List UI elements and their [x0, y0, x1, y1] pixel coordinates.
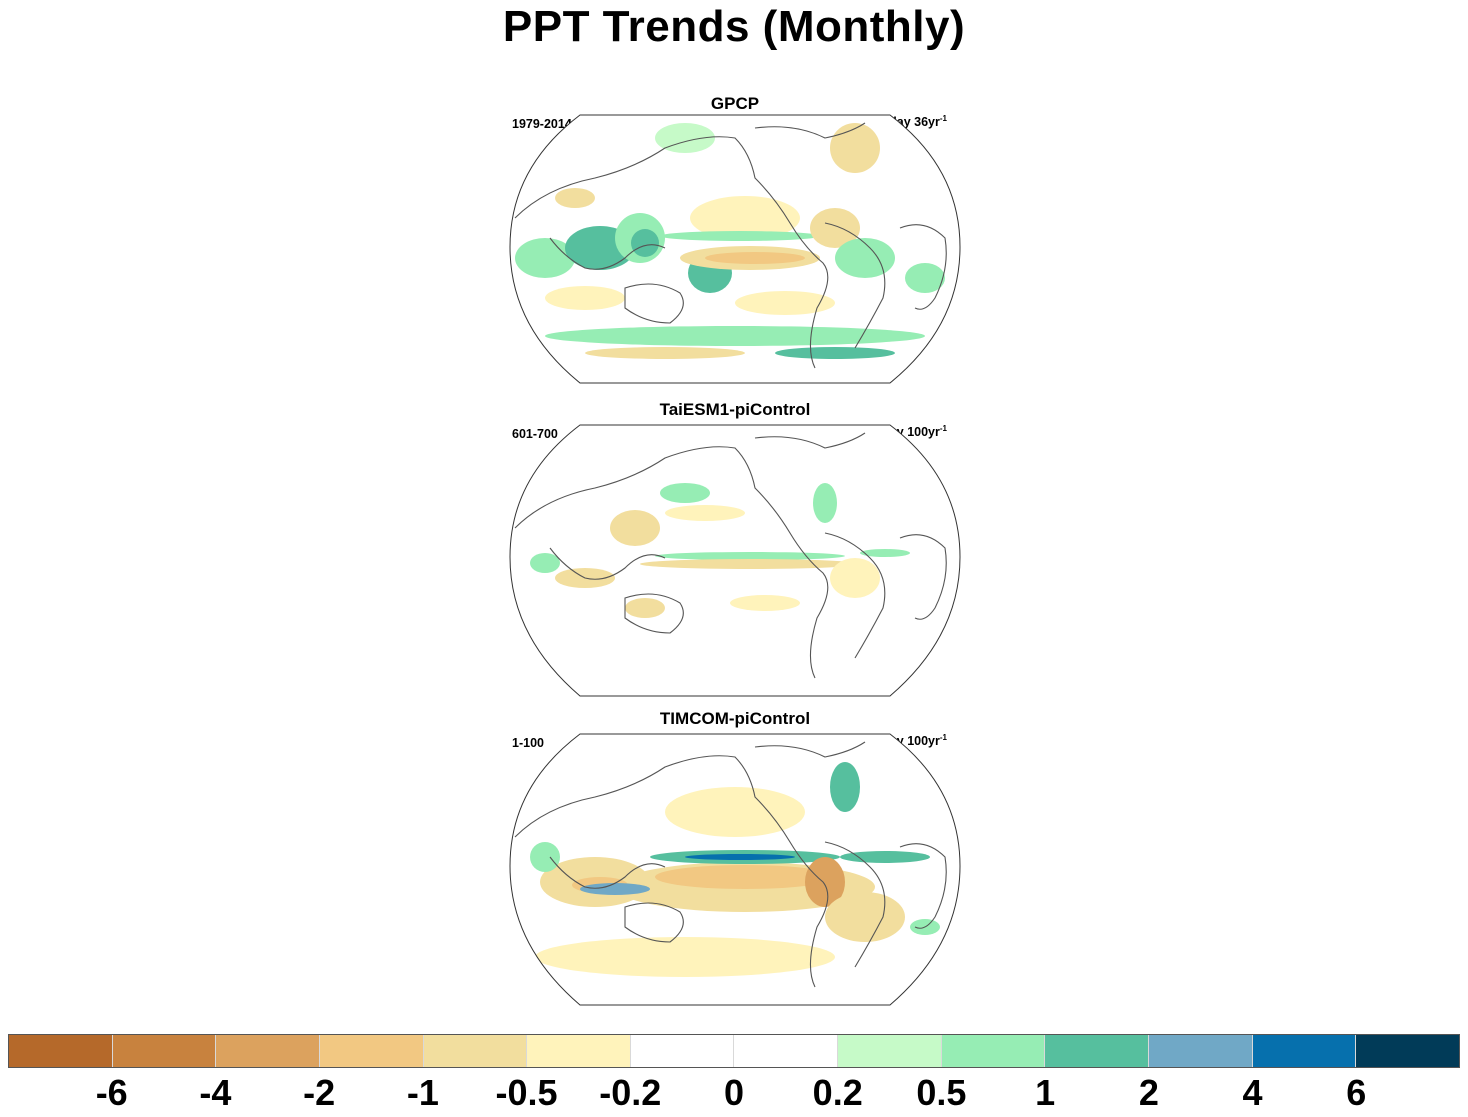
colorbar-tick-label: 1 [1035, 1072, 1056, 1113]
panel-period: 1-100 [512, 736, 544, 750]
colorbar-tick-label: 0.2 [812, 1072, 863, 1113]
colorbar-tick-label: -2 [303, 1072, 336, 1113]
colorbar-swatch [9, 1035, 113, 1067]
world-map [509, 733, 961, 1006]
colorbar-swatch [216, 1035, 320, 1067]
map-panel-timcom: TIMCOM-piControl 1-100 mm/day 100yr-1 [505, 709, 965, 1006]
colorbar-tick-label: 2 [1138, 1072, 1159, 1113]
map-panel-gpcp: GPCP 1979-2014 mm/day 36yr-1 [505, 94, 965, 384]
panel-title: TaiESM1-piControl [659, 400, 811, 419]
colorbar-swatch [319, 1035, 424, 1067]
colorbar-swatch [734, 1035, 839, 1067]
colorbar-swatch [1252, 1035, 1357, 1067]
colorbar-swatch [527, 1035, 631, 1067]
colorbar-tick-label: 0 [723, 1072, 745, 1113]
map-panel-taiesm1: TaiESM1-piControl 601-700 mm/day 100yr-1 [505, 400, 965, 697]
colorbar-swatch [423, 1035, 528, 1067]
colorbar-swatch [112, 1035, 217, 1067]
colorbar-tick-label: 0.5 [916, 1072, 967, 1113]
colorbar-tick-label: -4 [199, 1072, 232, 1113]
colorbar-tick-label: 6 [1346, 1072, 1367, 1113]
figure-title: PPT Trends (Monthly) [502, 2, 966, 51]
colorbar-swatch [1045, 1035, 1150, 1067]
colorbar-swatch [1356, 1035, 1459, 1067]
panel-period: 1979-2014 [512, 117, 572, 131]
colorbar-swatch [1149, 1035, 1253, 1067]
colorbar-tick-label: -0.2 [599, 1072, 662, 1113]
panel-title: TIMCOM-piControl [659, 709, 811, 728]
colorbar-swatch [630, 1035, 735, 1067]
colorbar-tick-label: -1 [406, 1072, 439, 1113]
colorbar [8, 1034, 1460, 1068]
world-map [509, 424, 961, 697]
panel-title: GPCP [710, 94, 760, 113]
colorbar-swatch [838, 1035, 942, 1067]
panel-period: 601-700 [512, 427, 558, 441]
colorbar-swatch [941, 1035, 1046, 1067]
colorbar-tick-label: -6 [95, 1072, 128, 1113]
world-map [509, 114, 961, 384]
colorbar-tick-label: -0.5 [495, 1072, 558, 1113]
colorbar-tick-label: 4 [1242, 1072, 1263, 1113]
